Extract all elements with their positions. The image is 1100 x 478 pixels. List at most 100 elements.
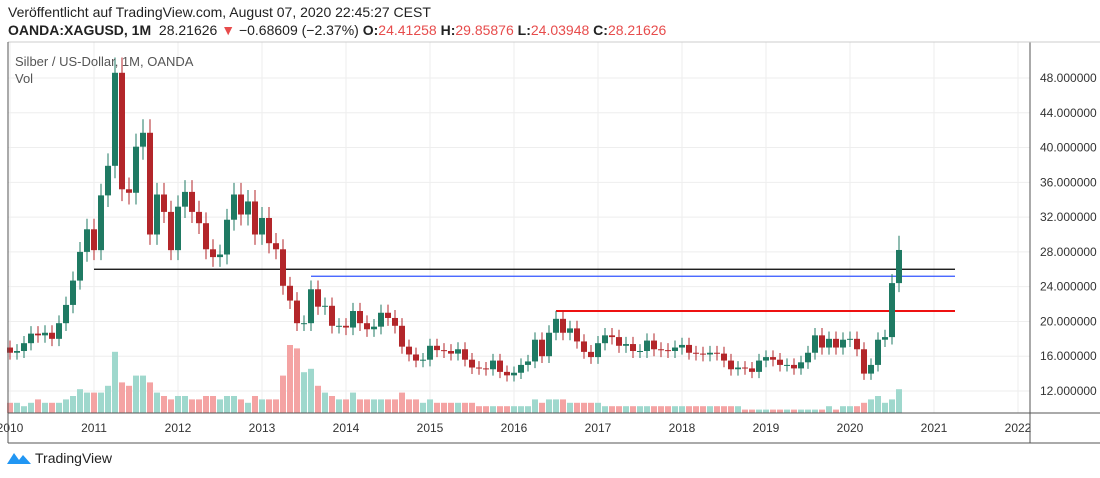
volume-bar [539, 402, 545, 413]
volume-bar [567, 402, 573, 413]
candle-body [770, 357, 776, 360]
low-label: L: [517, 22, 531, 38]
candle-body [462, 349, 468, 360]
candle-body [749, 368, 755, 372]
candle-body [672, 347, 678, 352]
volume-bar [210, 396, 216, 413]
candle-body [182, 191, 188, 207]
volume-bar [343, 399, 349, 413]
volume-bar [490, 406, 496, 413]
candle-body [693, 352, 699, 354]
candle-body [595, 343, 601, 358]
candle-body [588, 351, 594, 358]
candle-body [175, 206, 181, 251]
volume-bar [826, 406, 832, 413]
candle-body [784, 364, 790, 366]
volume-bar [525, 406, 531, 413]
candle-body [21, 343, 27, 352]
candle-body [259, 217, 265, 235]
candle-body [532, 339, 538, 362]
volume-bar [630, 406, 636, 413]
candle-body [742, 367, 748, 369]
candle-body [308, 289, 314, 324]
candle-body [819, 335, 825, 348]
candle-body [518, 364, 524, 373]
volume-bar [350, 392, 356, 413]
candle-body [14, 351, 20, 353]
candle-body [371, 326, 377, 330]
candle-body [616, 337, 622, 346]
volume-bar [721, 406, 727, 413]
y-tick-label: 32.000000 [1040, 210, 1097, 224]
x-tick-label: 2013 [249, 421, 276, 435]
volume-bar [707, 406, 713, 413]
volume-bar [588, 402, 594, 413]
candle-body [476, 367, 482, 369]
candle-body [882, 337, 888, 340]
volume-bar [868, 399, 874, 413]
volume-bar [560, 399, 566, 413]
volume-bar [448, 402, 454, 413]
y-tick-label: 36.000000 [1040, 175, 1097, 189]
volume-bar [546, 399, 552, 413]
candle-body [77, 251, 83, 281]
volume-bar [798, 409, 804, 413]
volume-bar [532, 399, 538, 413]
y-tick-label: 12.000000 [1040, 384, 1097, 398]
volume-bar [140, 375, 146, 413]
candle-body [630, 344, 636, 352]
volume-bar [280, 375, 286, 413]
candle-body [56, 323, 62, 339]
low-value: 24.03948 [530, 22, 590, 38]
last-price: 28.21626 [158, 22, 218, 38]
volume-bar [651, 406, 657, 413]
volume-bar [203, 396, 209, 413]
candle-body [483, 368, 489, 370]
brand-name: TradingView [35, 450, 113, 466]
candle-body [721, 353, 727, 361]
candle-body [91, 229, 97, 251]
volume-bar [812, 409, 818, 413]
candle-body [238, 194, 244, 215]
volume-bar [84, 392, 90, 413]
tradingview-logo[interactable]: TradingView [6, 450, 112, 466]
volume-bar [301, 372, 307, 413]
candle-body [490, 360, 496, 370]
candle-body [497, 360, 503, 372]
volume-bar [182, 396, 188, 413]
candle-body [119, 72, 125, 190]
candle-body [707, 352, 713, 355]
volume-bar [420, 402, 426, 413]
volume-bar [119, 382, 125, 413]
x-tick-label: 2016 [501, 421, 528, 435]
candle-body [392, 317, 398, 326]
volume-bar [735, 406, 741, 413]
close-value: 28.21626 [607, 22, 667, 38]
volume-bar [672, 406, 678, 413]
volume-bar [161, 396, 167, 413]
volume-bar [308, 368, 314, 413]
volume-bar [763, 409, 769, 413]
candle-body [553, 318, 559, 333]
candle-body [700, 353, 706, 355]
y-tick-label: 40.000000 [1040, 141, 1097, 155]
volume-bar [875, 396, 881, 413]
volume-bar [679, 406, 685, 413]
close-label: C: [593, 22, 608, 38]
volume-bar [357, 399, 363, 413]
volume-bar [847, 406, 853, 413]
candle-body [7, 347, 13, 353]
volume-bar [336, 399, 342, 413]
candle-body [210, 249, 216, 258]
volume-bar [791, 409, 797, 413]
volume-bar [854, 406, 860, 413]
x-tick-label: 2021 [921, 421, 948, 435]
y-tick-label: 20.000000 [1040, 314, 1097, 328]
candle-body [245, 201, 251, 215]
published-line: Veröffentlicht auf TradingView.com, Augu… [8, 4, 431, 20]
volume-bar [469, 402, 475, 413]
volume-bar [168, 399, 174, 413]
candle-body [35, 333, 41, 336]
